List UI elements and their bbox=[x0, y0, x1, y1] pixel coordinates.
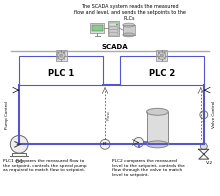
Text: Level: Level bbox=[202, 109, 206, 121]
Circle shape bbox=[160, 54, 163, 57]
Circle shape bbox=[57, 52, 65, 60]
Ellipse shape bbox=[123, 23, 135, 27]
Ellipse shape bbox=[123, 33, 135, 37]
Ellipse shape bbox=[147, 108, 168, 115]
Text: PLC2 compares the measured
level to the setpoint, controls the
flow through the : PLC2 compares the measured level to the … bbox=[112, 159, 185, 177]
Text: Flow: Flow bbox=[106, 110, 110, 120]
Bar bbox=[123, 25, 135, 35]
Text: PLC 1: PLC 1 bbox=[48, 69, 74, 78]
Text: The SCADA system reads the measured
flow and level, and sends the setpoints to t: The SCADA system reads the measured flow… bbox=[74, 4, 186, 21]
Text: SCADA: SCADA bbox=[102, 44, 128, 50]
Text: E-1: E-1 bbox=[15, 159, 23, 164]
Ellipse shape bbox=[147, 141, 168, 148]
Circle shape bbox=[116, 24, 118, 25]
Text: PLC 2: PLC 2 bbox=[149, 69, 175, 78]
Bar bbox=[120, 56, 204, 85]
Text: Valve Control: Valve Control bbox=[212, 101, 216, 128]
Bar bbox=[56, 50, 67, 61]
Bar bbox=[156, 50, 167, 61]
Bar bbox=[19, 56, 103, 85]
Circle shape bbox=[60, 54, 63, 57]
Bar bbox=[109, 33, 118, 35]
Bar bbox=[147, 112, 168, 144]
Text: FT: FT bbox=[103, 142, 107, 146]
Circle shape bbox=[200, 143, 207, 150]
Circle shape bbox=[10, 135, 28, 153]
Text: Pump Control: Pump Control bbox=[5, 101, 9, 129]
Bar bbox=[108, 21, 119, 36]
Circle shape bbox=[100, 139, 110, 149]
Bar bbox=[92, 24, 103, 31]
Circle shape bbox=[200, 111, 208, 119]
Bar bbox=[90, 23, 104, 33]
Bar bbox=[109, 30, 118, 33]
Circle shape bbox=[134, 137, 144, 147]
Text: PLC1 compares the measured flow to
the setpoint, controls the speed pump
as requ: PLC1 compares the measured flow to the s… bbox=[3, 159, 87, 172]
Bar bbox=[109, 26, 118, 29]
Circle shape bbox=[158, 52, 166, 60]
Text: V-2: V-2 bbox=[206, 161, 213, 165]
Bar bbox=[109, 23, 118, 25]
